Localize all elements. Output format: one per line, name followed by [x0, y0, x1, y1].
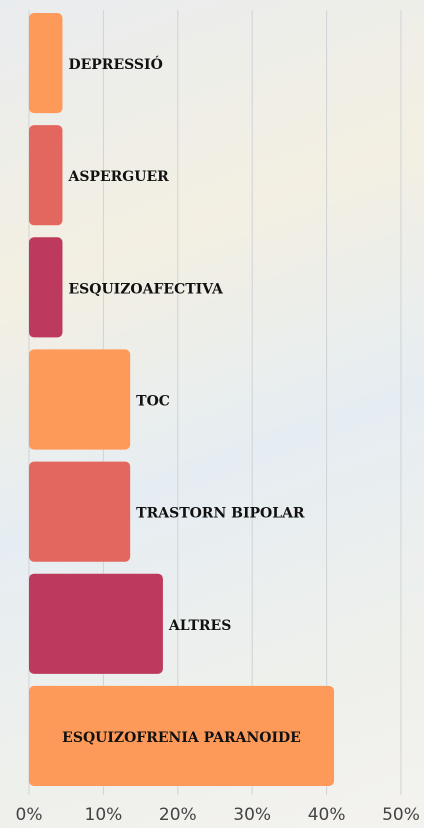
bar — [29, 573, 163, 674]
category-label: ESQUIZOFRENIA PARANOIDE — [62, 730, 301, 746]
category-label: ASPERGUER — [67, 169, 169, 185]
x-tick-label: 30% — [233, 805, 271, 825]
bar — [29, 685, 335, 786]
bar — [29, 13, 63, 114]
category-label: TOC — [136, 394, 170, 410]
category-label: TRASTORN BIPOLAR — [136, 506, 305, 522]
bar — [29, 237, 63, 338]
x-tick-label: 40% — [308, 805, 346, 825]
bar — [29, 125, 63, 226]
bar — [29, 349, 131, 450]
x-tick-label: 10% — [85, 805, 123, 825]
x-tick-label: 0% — [16, 805, 43, 825]
category-label: ALTRES — [168, 618, 231, 634]
x-tick-label: 50% — [382, 805, 420, 825]
category-label: DEPRESSIÓ — [68, 55, 162, 73]
category-label: ESQUIZOAFECTIVA — [68, 281, 224, 297]
bar — [29, 461, 131, 562]
x-tick-label: 20% — [159, 805, 197, 825]
